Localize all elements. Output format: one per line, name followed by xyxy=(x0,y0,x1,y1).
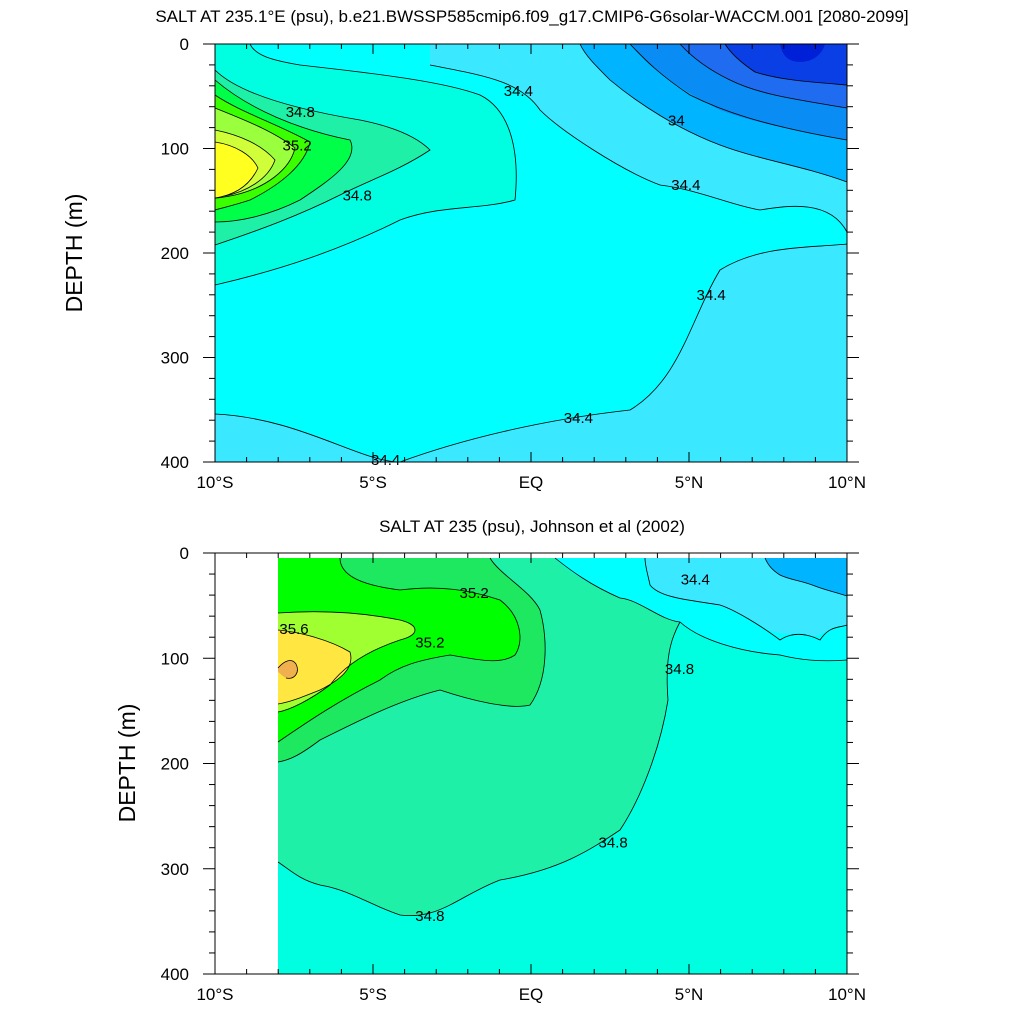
p1-fill-n-33-2 xyxy=(780,44,825,62)
contour-label: 35.2 xyxy=(283,137,312,154)
panel-2-axes: 10°S 5°S EQ 5°N 10°N 0 100 200 300 400 xyxy=(161,544,866,1004)
contour-label: 34.4 xyxy=(504,83,533,100)
y-tick-label: 200 xyxy=(161,244,189,263)
panel-2-contour-labels: 35.2 35.6 35.2 34.4 34.8 34.8 34.8 xyxy=(279,571,710,925)
contour-label: 34.4 xyxy=(564,410,593,427)
p2-fill-s-35-6 xyxy=(278,630,351,704)
p2-fill-n-34-0 xyxy=(765,558,847,596)
p2-line-5 xyxy=(277,557,546,763)
x-tick-label: EQ xyxy=(519,473,544,492)
x-tick-label: 10°S xyxy=(196,473,233,492)
contour-label: 34.8 xyxy=(665,661,694,678)
panel-1-axes: 10°S 5°S EQ 5°N 10°N 0 100 200 300 400 xyxy=(161,35,866,492)
p1-line-10 xyxy=(214,79,353,223)
contour-label: 34.8 xyxy=(343,188,372,205)
p1-line-2 xyxy=(399,243,848,463)
x-tick-label: 10°S xyxy=(196,985,233,1004)
panel-1-contour-labels: 34.8 35.2 34.8 34.4 34 34.4 34.4 34.4 34.4 xyxy=(283,83,726,469)
p2-fill-s-35-8 xyxy=(278,660,298,679)
y-tick-label: 0 xyxy=(180,35,189,54)
y-tick-label: 300 xyxy=(161,860,189,879)
panel-2-contour-lines xyxy=(277,557,848,917)
p1-line-3 xyxy=(429,64,848,233)
y-tick-label: 400 xyxy=(161,453,189,472)
contour-label: 35.2 xyxy=(415,634,444,651)
p2-line-9 xyxy=(277,660,298,679)
y-tick-label: 200 xyxy=(161,755,189,774)
p2-line-4 xyxy=(277,621,681,917)
p1-line-1 xyxy=(214,413,401,463)
y-tick-label: 300 xyxy=(161,349,189,368)
panel-2-title: SALT AT 235 (psu), Johnson et al (2002) xyxy=(379,517,685,536)
contour-label: 34.4 xyxy=(671,177,700,194)
contour-label: 34.4 xyxy=(697,287,726,304)
p1-line-9 xyxy=(214,69,431,246)
panel-2: SALT AT 235 (psu), Johnson et al (2002) xyxy=(114,517,866,1004)
contour-label: 35.6 xyxy=(279,621,308,638)
x-tick-label: 5°N xyxy=(675,473,704,492)
contour-label: 34.8 xyxy=(599,834,628,851)
panel-1: SALT AT 235.1°E (psu), b.e21.BWSSP585cmi… xyxy=(61,7,909,492)
x-tick-label: 5°N xyxy=(675,985,704,1004)
p1-fill-s-35-8 xyxy=(215,142,258,198)
contour-label: 34.4 xyxy=(681,571,710,588)
p1-line-7 xyxy=(724,43,848,86)
x-tick-label: 10°N xyxy=(828,985,866,1004)
y-tick-label: 0 xyxy=(180,544,189,563)
p2-line-3 xyxy=(764,557,848,597)
panel-2-fills xyxy=(278,558,847,974)
p1-line-4 xyxy=(579,43,848,183)
y-tick-label: 100 xyxy=(161,649,189,668)
contour-label: 34.4 xyxy=(371,452,400,469)
contour-label: 34.8 xyxy=(415,908,444,925)
p1-line-8 xyxy=(214,43,517,286)
p1-line-14 xyxy=(214,141,259,199)
p1-fill-deep-34-2 xyxy=(215,244,847,462)
p2-fill-s-35-2 xyxy=(278,558,520,742)
contour-label: 34.8 xyxy=(286,104,315,121)
panel-1-contour-lines xyxy=(214,43,848,463)
contour-label: 34 xyxy=(668,112,685,129)
x-tick-label: 5°S xyxy=(359,985,387,1004)
p1-line-5 xyxy=(629,43,848,141)
p1-line-13 xyxy=(214,129,276,197)
p2-line-8 xyxy=(277,629,352,705)
y-tick-label: 100 xyxy=(161,140,189,159)
x-tick-label: 10°N xyxy=(828,473,866,492)
panel-1-title: SALT AT 235.1°E (psu), b.e21.BWSSP585cmi… xyxy=(155,7,908,26)
y-tick-label: 400 xyxy=(161,965,189,984)
panel-1-ylabel: DEPTH (m) xyxy=(61,194,87,313)
x-tick-label: EQ xyxy=(519,985,544,1004)
contour-label: 35.2 xyxy=(460,585,489,602)
p2-line-7 xyxy=(277,611,416,713)
p2-line-2 xyxy=(644,557,848,641)
p2-line-6 xyxy=(277,557,521,743)
x-tick-label: 5°S xyxy=(359,473,387,492)
panel-2-ylabel: DEPTH (m) xyxy=(114,704,140,823)
p1-line-6 xyxy=(679,43,848,109)
p1-line-11 xyxy=(214,94,311,211)
p1-line-12 xyxy=(214,107,296,199)
